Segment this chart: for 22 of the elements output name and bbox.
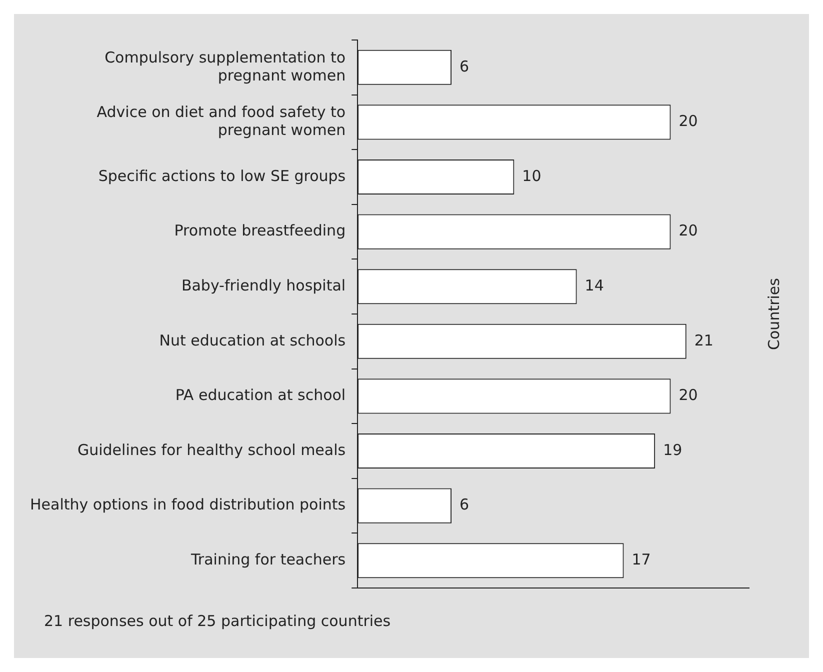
y-tick-label: Advice on diet and food safety to pregnant women: [96, 103, 346, 140]
y-tick-label: Baby-friendly hospital: [181, 276, 346, 294]
data-label: 20: [678, 222, 698, 240]
y-tick-label: Nut education at schools: [159, 331, 346, 350]
y-tick-label: Training for teachers: [190, 550, 346, 568]
y-tick-label: Promote breastfeeding: [174, 222, 346, 240]
data-label: 6: [460, 496, 470, 514]
text: 21 responses out of 25 participating countries: [44, 612, 391, 630]
y-tick-label: Guidelines for healthy school meals: [77, 440, 346, 459]
y-tick-label: PA education at school: [175, 386, 346, 404]
data-label: 20: [678, 112, 698, 130]
data-label: 17: [632, 550, 651, 568]
data-label: 14: [584, 276, 604, 294]
text: Countries: [765, 278, 783, 350]
y-tick-label: Specific actions to low SE groups: [98, 166, 346, 185]
y-tick-label: Compulsory supplementation to pregnant women: [104, 48, 346, 84]
data-label: 20: [678, 386, 698, 404]
y-tick-label: Healthy options in food distribution points: [30, 496, 346, 514]
data-label: 10: [522, 166, 542, 185]
data-label: 21: [694, 331, 714, 350]
data-label: 19: [663, 440, 682, 459]
data-label: 6: [460, 57, 470, 76]
